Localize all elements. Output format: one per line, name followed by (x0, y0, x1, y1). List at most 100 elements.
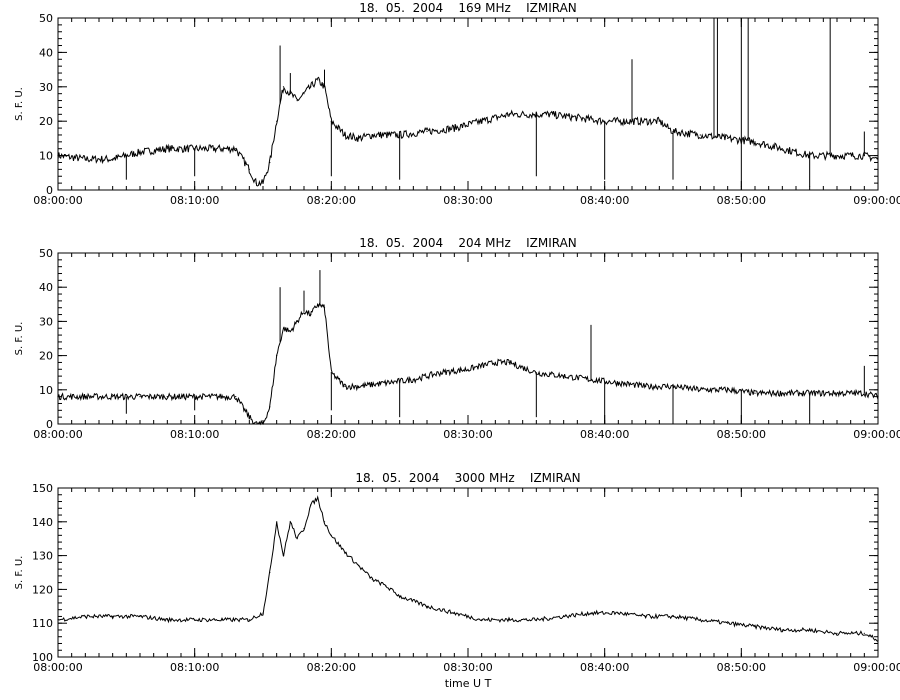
data-point (863, 632, 865, 634)
x-tick-label: 08:50:00 (717, 194, 766, 207)
data-point (781, 392, 783, 394)
data-point (303, 93, 305, 95)
data-point (877, 639, 879, 641)
y-tick-label: 100 (32, 651, 53, 664)
data-point (481, 619, 483, 621)
data-point (282, 86, 285, 88)
data-point (385, 585, 387, 587)
chart-title: 18. 05. 2004 204 MHz IZMIRAN (359, 236, 577, 250)
x-tick-label: 08:40:00 (580, 428, 629, 441)
data-point (617, 382, 619, 384)
x-tick-label: 08:20:00 (307, 661, 356, 674)
data-point (563, 615, 565, 618)
x-tick-label: 09:00:00 (853, 428, 900, 441)
y-tick-label: 120 (32, 583, 53, 596)
y-tick-label: 0 (46, 184, 53, 197)
data-point (672, 615, 674, 618)
data-point (344, 385, 346, 387)
data-point (699, 134, 701, 136)
series-line-0 (57, 302, 879, 426)
y-tick-label: 10 (39, 150, 53, 163)
data-point (508, 361, 510, 363)
data-point (754, 626, 756, 628)
x-axis-label: time U T (445, 677, 492, 690)
data-point (166, 619, 168, 621)
x-tick-label: 08:00:00 (33, 428, 82, 441)
data-point (323, 521, 326, 523)
data-point (317, 303, 319, 305)
y-tick-label: 50 (39, 247, 53, 260)
data-point (781, 629, 783, 631)
data-point (112, 158, 114, 160)
data-point (276, 120, 278, 122)
data-point (836, 632, 838, 634)
data-point (344, 551, 346, 553)
data-point (139, 615, 141, 618)
data-point (781, 148, 783, 150)
data-point (269, 406, 271, 408)
data-point (453, 127, 455, 129)
data-point (57, 396, 59, 398)
y-tick-label: 150 (32, 482, 53, 495)
data-point (330, 534, 332, 536)
x-tick-label: 08:00:00 (33, 661, 82, 674)
data-point (57, 155, 59, 157)
plot-frame (57, 487, 879, 658)
chart-title: 18. 05. 2004 3000 MHz IZMIRAN (355, 471, 580, 485)
data-point (727, 137, 729, 139)
data-point (289, 521, 291, 523)
y-tick-label: 40 (39, 281, 53, 294)
x-tick-label: 09:00:00 (853, 661, 900, 674)
data-point (57, 619, 59, 621)
data-point (282, 327, 285, 329)
data-point (727, 622, 729, 624)
x-tick-label: 09:00:00 (853, 194, 900, 207)
data-point (658, 120, 660, 122)
data-point (255, 423, 257, 425)
x-tick-label: 08:30:00 (443, 194, 492, 207)
data-point (269, 571, 271, 574)
data-point (590, 612, 592, 614)
data-point (754, 392, 756, 394)
data-point (310, 86, 312, 88)
y-tick-label: 10 (39, 384, 53, 397)
data-point (371, 578, 373, 580)
data-point (385, 382, 387, 384)
data-point (248, 416, 250, 418)
data-point (699, 389, 701, 391)
x-tick-label: 08:10:00 (170, 661, 219, 674)
data-point (494, 361, 496, 363)
y-tick-label: 130 (32, 550, 53, 563)
data-point (358, 565, 360, 567)
data-point (317, 497, 319, 499)
chart-title: 18. 05. 2004 169 MHz IZMIRAN (359, 1, 577, 15)
data-point (166, 148, 168, 150)
x-tick-label: 08:40:00 (580, 661, 629, 674)
y-tick-label: 0 (46, 418, 53, 431)
y-tick-label: 30 (39, 315, 53, 328)
data-point (576, 117, 578, 119)
data-point (221, 148, 223, 150)
data-point (262, 423, 264, 425)
data-point (221, 396, 223, 398)
data-point (310, 314, 312, 316)
y-tick-label: 140 (32, 516, 53, 529)
data-point (303, 528, 305, 530)
data-point (508, 113, 510, 115)
data-point (248, 168, 250, 170)
y-axis-label: S. F. U. (14, 87, 25, 121)
y-tick-label: 30 (39, 81, 53, 94)
data-point (317, 79, 319, 81)
data-point (371, 134, 373, 136)
data-point (617, 612, 619, 614)
y-tick-label: 20 (39, 115, 53, 128)
data-point (269, 161, 271, 164)
data-point (563, 375, 565, 377)
data-point (276, 355, 278, 357)
data-point (289, 331, 291, 333)
data-point (235, 148, 237, 150)
data-point (399, 595, 401, 597)
data-point (453, 612, 455, 614)
data-point (699, 619, 701, 621)
